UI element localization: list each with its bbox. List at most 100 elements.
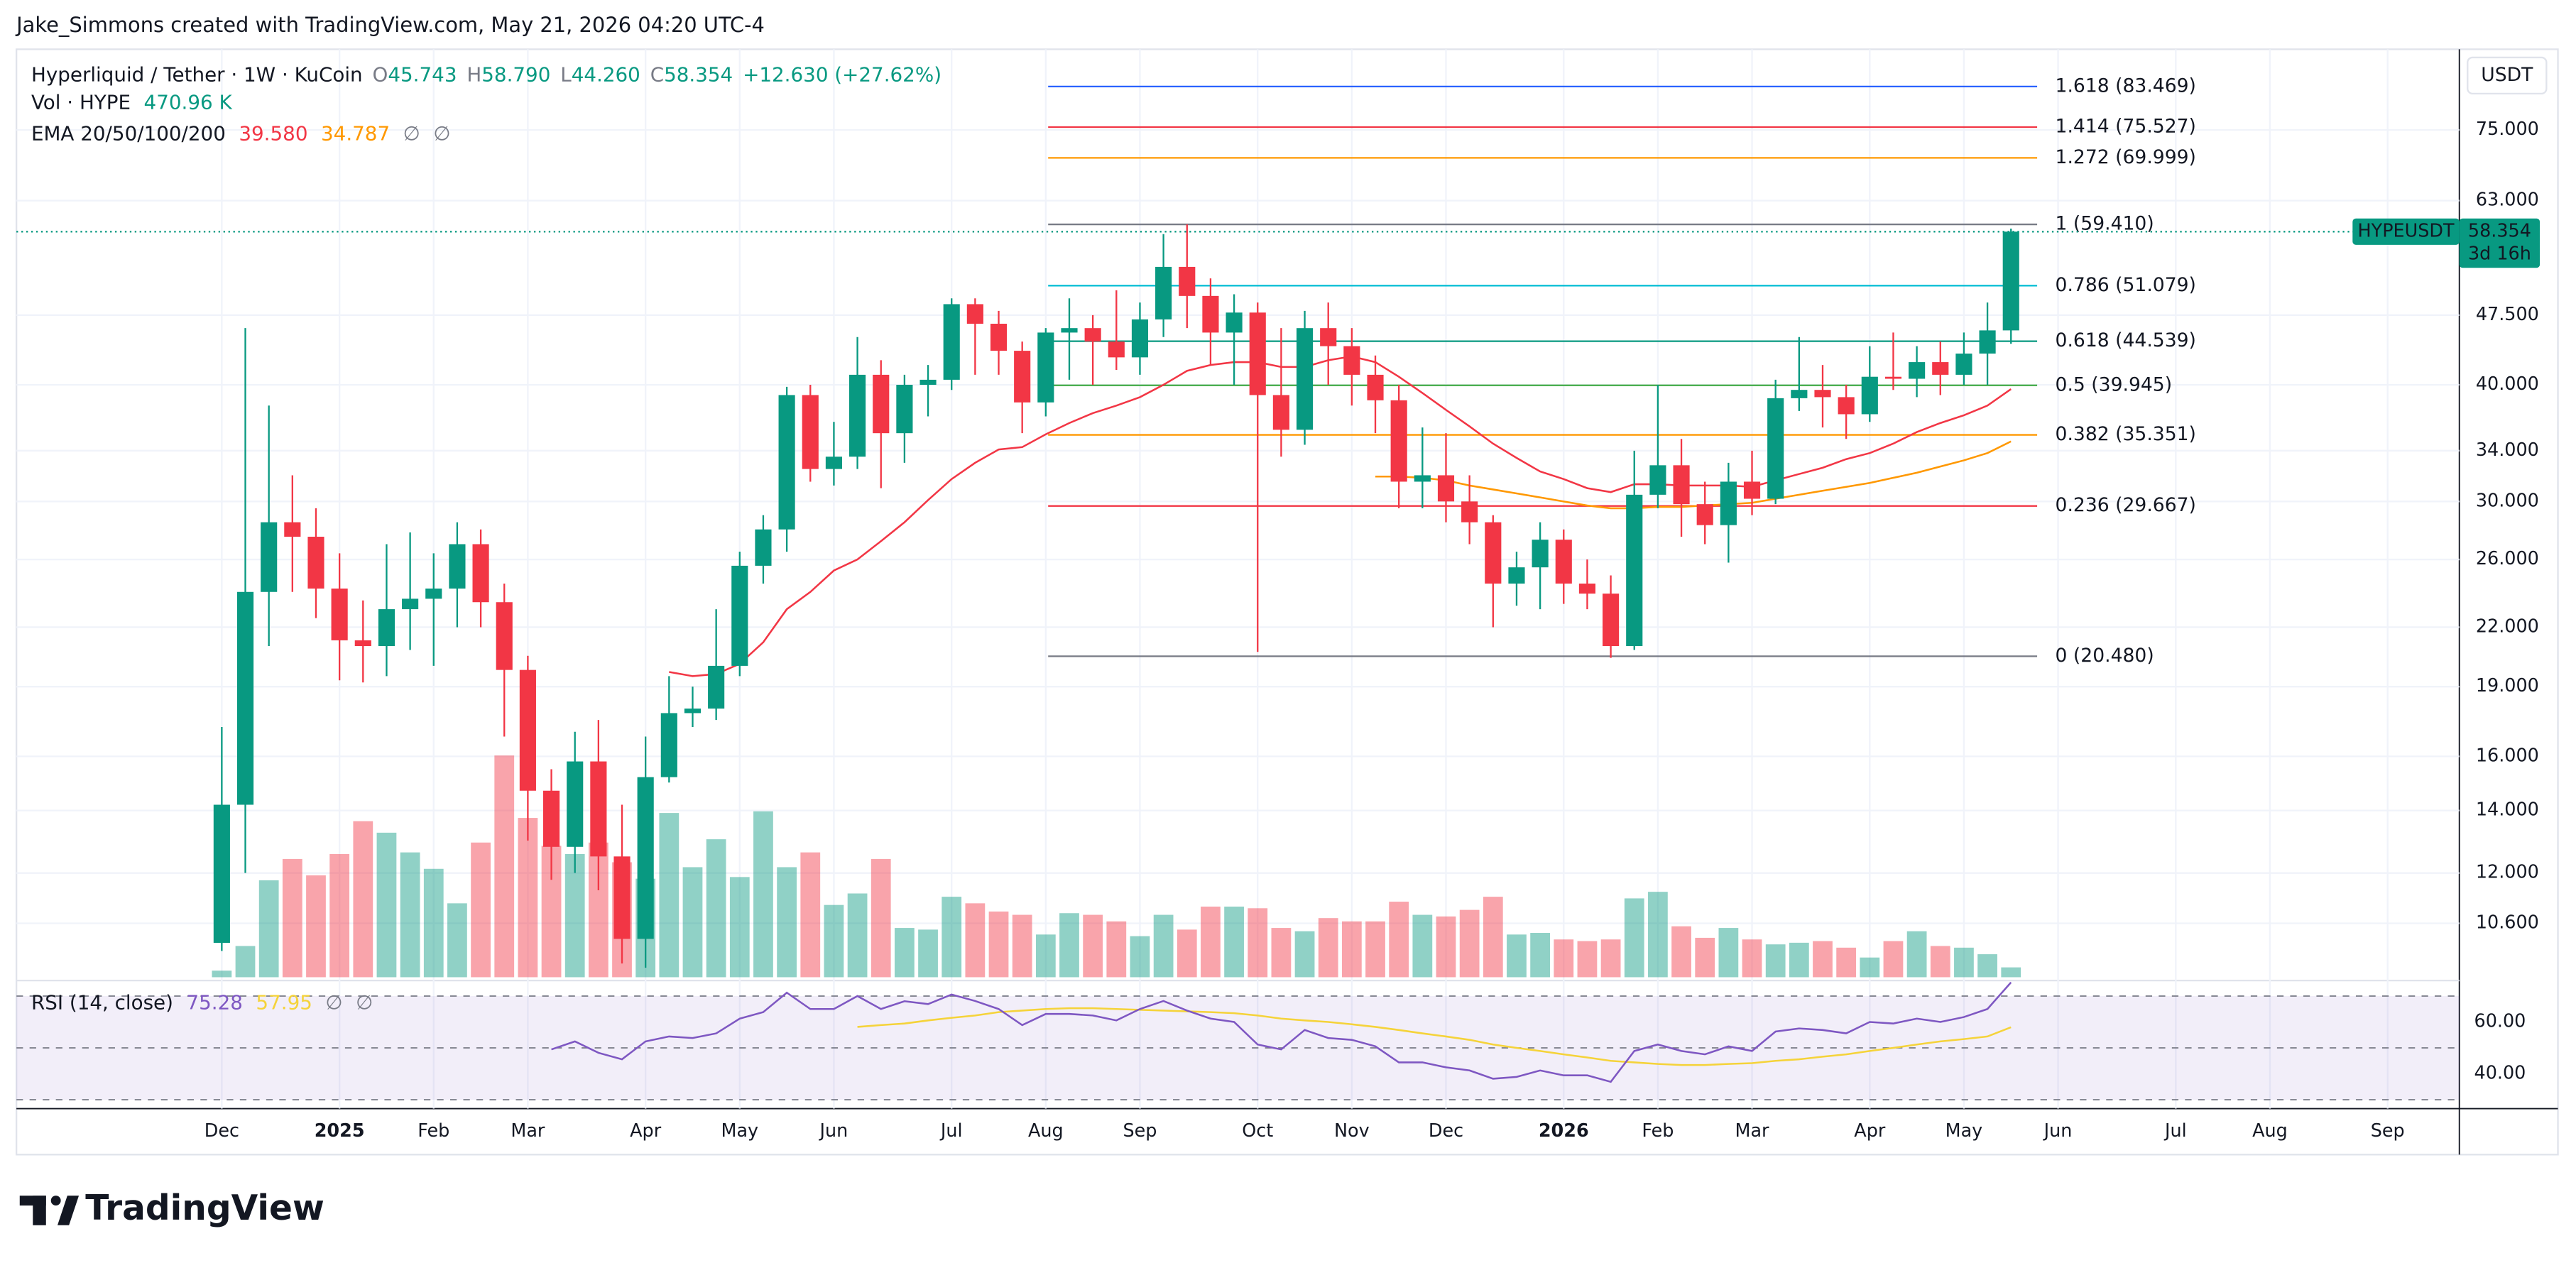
candle-body [1108,341,1125,358]
candle-body [943,304,960,380]
volume-bar [1789,942,1809,978]
volume-bar [1600,939,1621,978]
x-tick-label: Mar [511,1120,545,1141]
volume-bar [306,875,326,978]
candle-body [1838,397,1855,415]
ohlc-key: O [373,62,388,86]
ohlc-value: 45.743 [388,62,457,86]
volume-bar [1836,947,1857,978]
x-tick-label: Sep [1123,1120,1157,1141]
volume-bar [1389,902,1409,978]
volume-bar [1412,914,1433,978]
rsi-value: 75.28 [186,990,242,1014]
volume-bar [329,853,350,978]
currency: USDT [2481,64,2533,86]
candle-body [1131,319,1149,358]
x-tick-label: 2026 [1539,1120,1589,1141]
price-pane [212,85,2038,978]
volume-bar [988,911,1009,978]
logo-part [33,1196,46,1225]
candle-body [402,598,419,610]
volume-bar [400,852,420,978]
rsi-line [857,1007,2012,1066]
rsi-tick-label: 40.00 [2474,1062,2526,1083]
candle-body [1767,398,1784,499]
volume-bar [1153,914,1174,978]
candle-body [542,790,560,847]
volume-bar [918,929,938,978]
volume-bar [1554,939,1574,978]
candle-body [660,713,677,777]
candle-body [1155,266,1172,319]
x-tick-label: Sep [2371,1120,2405,1141]
fib-label: 0.382 (35.351) [2056,423,2196,445]
volume-bar [471,842,491,978]
volume-bar [1483,897,1503,978]
volume-bar [1130,936,1150,978]
volume-bar [1765,944,1786,978]
candle-body [1084,328,1101,342]
fib-label: 1.272 (69.999) [2056,146,2196,168]
volume-bar [2001,967,2021,978]
ema-legend: EMA 20/50/100/200 39.580 34.787 ∅ ∅ [31,122,451,146]
ohlc-key: H [466,62,481,86]
ohlc-value: 58.354 [664,62,733,86]
change: +12.630 (+27.62%) [743,62,942,86]
volume-bar [1530,933,1551,978]
volume-bar [824,904,844,978]
candle-body [284,522,301,537]
volume-bar [895,928,915,978]
y-tick-label: 26.000 [2476,547,2539,569]
volume-bar [1059,913,1079,978]
volume-bar [1318,918,1338,978]
candle-body [1861,376,1878,415]
x-tick-label: Aug [1028,1120,1064,1141]
fib-label: 0.786 (51.079) [2056,274,2196,296]
fib-label: 1.414 (75.527) [2056,115,2196,137]
logo-part [50,1196,61,1206]
currency-box [2467,56,2548,95]
volume-bar [1365,921,1385,978]
rsi-line [551,981,2012,1083]
volume-bar [1860,957,1880,978]
ohlc-value: 58.790 [481,62,550,86]
volume-bar [1648,892,1668,978]
ohlc-value: 44.260 [572,62,640,86]
volume-bar [1954,947,1974,978]
candle-body [213,804,230,944]
volume-bar [447,903,467,978]
volume-bar [753,811,773,978]
x-tick-label: Apr [1854,1120,1886,1141]
candle-body [1955,354,1972,375]
volume-bar [1271,928,1292,978]
fib-label: 1.618 (83.469) [2056,75,2196,97]
candle-body [1414,475,1431,482]
volume-bar [871,858,891,978]
x-tick-label: Feb [1642,1120,1674,1141]
volume-bar [1930,946,1950,978]
volume-bar [564,853,585,978]
candle-body [849,374,866,457]
candle-body [1437,475,1455,502]
candle-body [567,761,584,847]
y-tick-label: 63.000 [2476,189,2539,210]
candle-body [425,589,442,599]
x-tick-label: Dec [204,1120,239,1141]
rsi-legend: RSI (14, close) 75.28 57.95 ∅ ∅ [31,990,373,1014]
candle-body [1272,395,1289,430]
volume-legend: Vol · HYPE 470.96 K [31,91,233,114]
volume-bar [1201,906,1221,978]
ema-value: 39.580 [239,122,307,146]
candle-body [1367,374,1384,400]
x-tick-label: Mar [1735,1120,1770,1141]
x-tick-label: Feb [417,1120,449,1141]
logo-part [57,1196,80,1225]
fib-label: 0.618 (44.539) [2056,329,2196,351]
volume-bar [1294,931,1315,978]
candle-body [236,591,254,805]
volume-bar [1742,939,1762,978]
volume-bar [706,839,726,978]
